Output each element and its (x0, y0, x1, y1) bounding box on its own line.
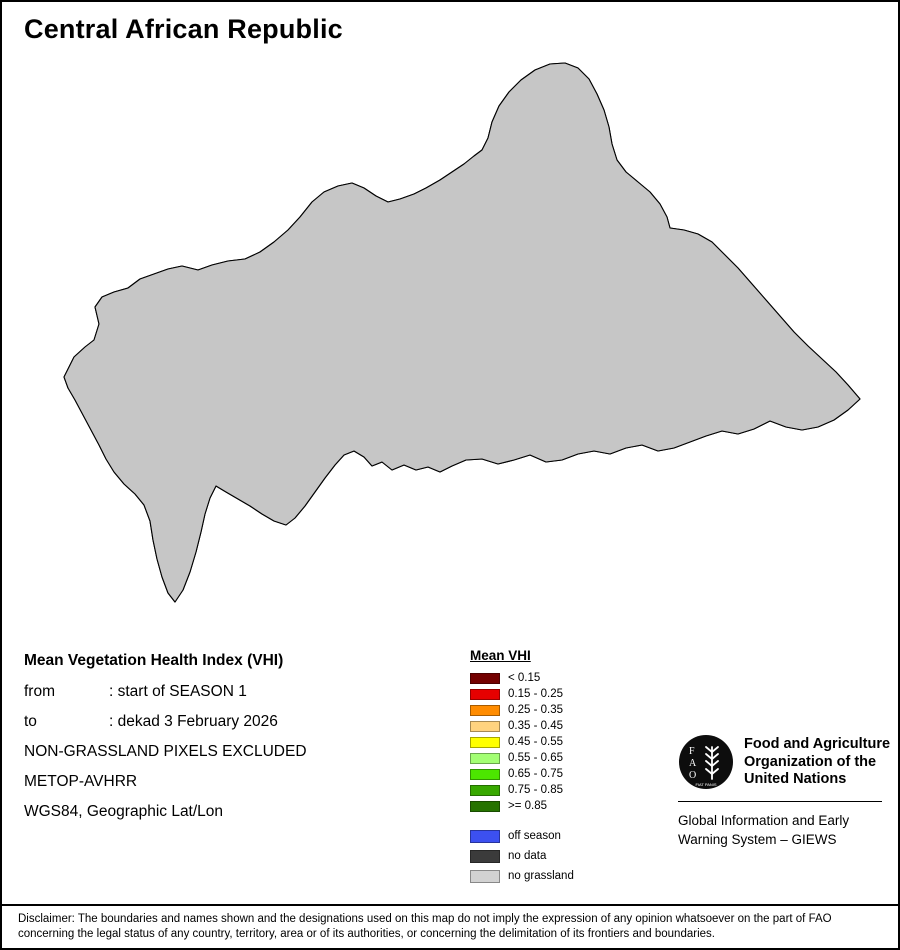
info-line-projection: WGS84, Geographic Lat/Lon (24, 803, 224, 820)
legend-swatch (470, 800, 500, 812)
legend-label: >= 0.85 (508, 800, 548, 812)
legend-label: 0.75 - 0.85 (508, 784, 563, 796)
info-heading: Mean Vegetation Health Index (VHI) (24, 652, 284, 669)
info-row-to: to : dekad 3 February 2026 (24, 713, 307, 731)
legend-row: < 0.15 (470, 670, 574, 686)
legend-class-list: < 0.15 0.15 - 0.25 0.25 - 0.35 0.35 - 0.45 0… (470, 670, 574, 814)
legend-swatch (470, 829, 500, 843)
footer-divider (678, 801, 882, 802)
fao-logo-icon: F A O FIAT PANIS (679, 735, 733, 789)
info-line-sensor: METOP-AVHRR (24, 773, 138, 790)
legend-extra-list: off season no data no grassland (470, 826, 574, 886)
legend-swatch (470, 736, 500, 748)
fao-block: F A O FIAT PANIS Food and Agriculture Or… (678, 734, 890, 790)
legend-label: 0.45 - 0.55 (508, 736, 563, 748)
legend-swatch (470, 704, 500, 716)
legend-label: 0.55 - 0.65 (508, 752, 563, 764)
legend-row: 0.15 - 0.25 (470, 686, 574, 702)
legend-label: 0.65 - 0.75 (508, 768, 563, 780)
legend-swatch (470, 869, 500, 883)
map-info-block: Mean Vegetation Health Index (VHI) from:… (24, 652, 307, 833)
legend-row: no grassland (470, 866, 574, 886)
legend-swatch (470, 784, 500, 796)
legend-row: 0.25 - 0.35 (470, 702, 574, 718)
legend-label: no grassland (508, 870, 574, 882)
legend-row: >= 0.85 (470, 798, 574, 814)
info-to-value: : dekad 3 February 2026 (109, 713, 278, 730)
legend-swatch (470, 720, 500, 732)
legend-row: 0.35 - 0.45 (470, 718, 574, 734)
info-from-label: from (24, 683, 55, 700)
info-line-exclusion: NON-GRASSLAND PIXELS EXCLUDED (24, 743, 307, 760)
legend-title: Mean VHI (470, 648, 531, 663)
legend-row: no data (470, 846, 574, 866)
info-from-value: : start of SEASON 1 (109, 683, 247, 700)
legend-swatch (470, 672, 500, 684)
legend: Mean VHI < 0.15 0.15 - 0.25 0.25 - 0.35 0.3… (470, 648, 574, 886)
legend-label: < 0.15 (508, 672, 541, 684)
giews-label: Global Information and Early Warning Sys… (678, 813, 850, 847)
legend-row: 0.75 - 0.85 (470, 782, 574, 798)
fao-name: Food and Agriculture Organization of the… (744, 736, 891, 787)
legend-swatch (470, 768, 500, 780)
country-map (63, 62, 861, 603)
legend-label: 0.15 - 0.25 (508, 688, 563, 700)
legend-label: 0.25 - 0.35 (508, 704, 563, 716)
legend-swatch (470, 688, 500, 700)
legend-row: 0.45 - 0.55 (470, 734, 574, 750)
info-row-from: from : start of SEASON 1 (24, 683, 307, 701)
page-title: Central African Republic (24, 14, 343, 44)
legend-swatch (470, 752, 500, 764)
legend-swatch (470, 849, 500, 863)
legend-row: 0.55 - 0.65 (470, 750, 574, 766)
legend-row: off season (470, 826, 574, 846)
info-to-label: to (24, 713, 37, 730)
legend-row: 0.65 - 0.75 (470, 766, 574, 782)
legend-label: 0.35 - 0.45 (508, 720, 563, 732)
disclaimer-text: Disclaimer: The boundaries and names sho… (2, 904, 898, 941)
legend-label: off season (508, 830, 561, 842)
legend-label: no data (508, 850, 547, 862)
fao-logo-motto: FIAT PANIS (695, 782, 716, 787)
